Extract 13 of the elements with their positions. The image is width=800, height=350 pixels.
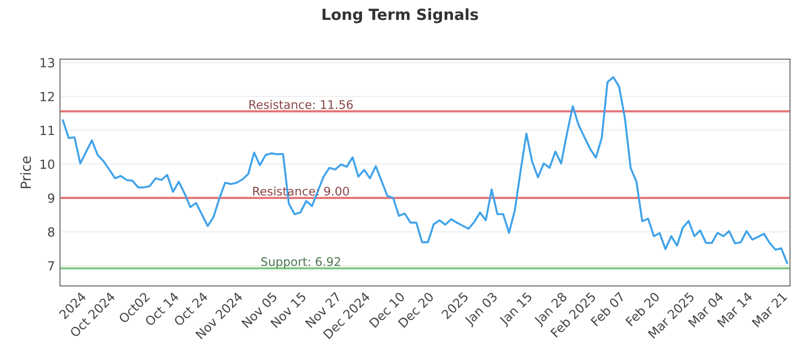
- y-tick-label: 12: [40, 92, 54, 102]
- y-tick-label: 9: [48, 193, 54, 203]
- ref-line-label: Support: 6.92: [261, 257, 340, 268]
- y-tick-label: 13: [40, 58, 54, 68]
- ref-line-label: Resistance: 11.56: [249, 100, 353, 109]
- chart-title: Long Term Signals: [322, 8, 478, 24]
- y-tick-label: 10: [40, 160, 54, 170]
- y-tick-label: 8: [48, 227, 54, 237]
- y-tick-label: 11: [40, 126, 54, 135]
- y-tick-label: 7: [48, 261, 54, 270]
- x-tick-label: Mar 21: [752, 292, 788, 328]
- y-axis-title: Price: [20, 156, 31, 188]
- x-tick-label: Jan 15: [498, 292, 534, 328]
